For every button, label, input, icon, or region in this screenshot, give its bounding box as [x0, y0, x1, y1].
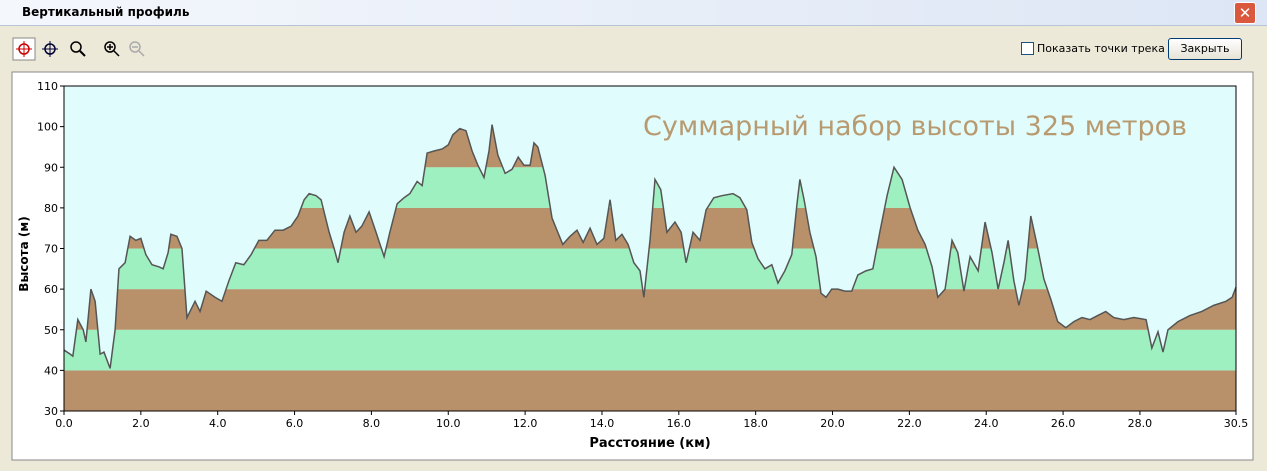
icon [79, 50, 86, 57]
tool-zoom-out[interactable] [129, 41, 141, 53]
x-tick-label: 18.0 [743, 417, 768, 430]
x-tick-label: 22.0 [897, 417, 922, 430]
x-tick-label: 2.0 [132, 417, 150, 430]
x-tick-label: 28.0 [1128, 417, 1153, 430]
band [64, 289, 1236, 330]
close-dialog-button[interactable]: Закрыть [1168, 38, 1242, 60]
x-tick-label: 20.0 [820, 417, 845, 430]
x-tick-label: 30.5 [1224, 417, 1249, 430]
y-tick-label: 70 [44, 243, 58, 256]
checkbox[interactable]: Показать точки трека [1021, 42, 1165, 55]
y-tick-label: 80 [44, 202, 58, 215]
x-tick-label: 12.0 [513, 417, 538, 430]
y-tick-label: 110 [37, 80, 58, 93]
checkbox-box[interactable] [1021, 42, 1034, 55]
x-tick-label: 16.0 [667, 417, 692, 430]
y-tick-label: 100 [37, 121, 58, 134]
annotation: Суммарный набор высоты 325 метров [643, 111, 1187, 142]
x-tick-label: 4.0 [209, 417, 227, 430]
y-tick-label: 40 [44, 364, 58, 377]
profile-line [63, 124, 1237, 369]
icon [16, 41, 32, 57]
toolbar-icons [12, 37, 145, 61]
title-bar: Вертикальный профиль ✕ [0, 0, 1267, 26]
icon [42, 41, 58, 57]
checkbox-label: Показать точки трека [1037, 42, 1165, 55]
x-tick-label: 8.0 [363, 417, 381, 430]
x-tick-label: 10.0 [436, 417, 461, 430]
close-button[interactable]: ✕ [1234, 2, 1256, 24]
y-tick-label: 90 [44, 161, 58, 174]
tool-zoom[interactable] [70, 41, 82, 53]
window-title: Вертикальный профиль [22, 5, 190, 19]
y-axis-label: Высота (м) [17, 216, 31, 291]
y-tick-label: 60 [44, 283, 58, 296]
band [64, 329, 1236, 371]
y-tick-label: 50 [44, 324, 58, 337]
x-tick-label: 6.0 [286, 417, 304, 430]
x-tick-label: 14.0 [590, 417, 615, 430]
band [64, 370, 1236, 411]
icon [132, 46, 145, 57]
icon [107, 44, 120, 57]
y-tick-label: 30 [44, 405, 58, 418]
x-tick-label: 26.0 [1051, 417, 1076, 430]
x-axis-label: Расстояние (км) [589, 436, 710, 451]
x-tick-label: 0.0 [55, 417, 73, 430]
tool-zoom-in[interactable] [104, 41, 116, 53]
x-tick-label: 24.0 [974, 417, 999, 430]
